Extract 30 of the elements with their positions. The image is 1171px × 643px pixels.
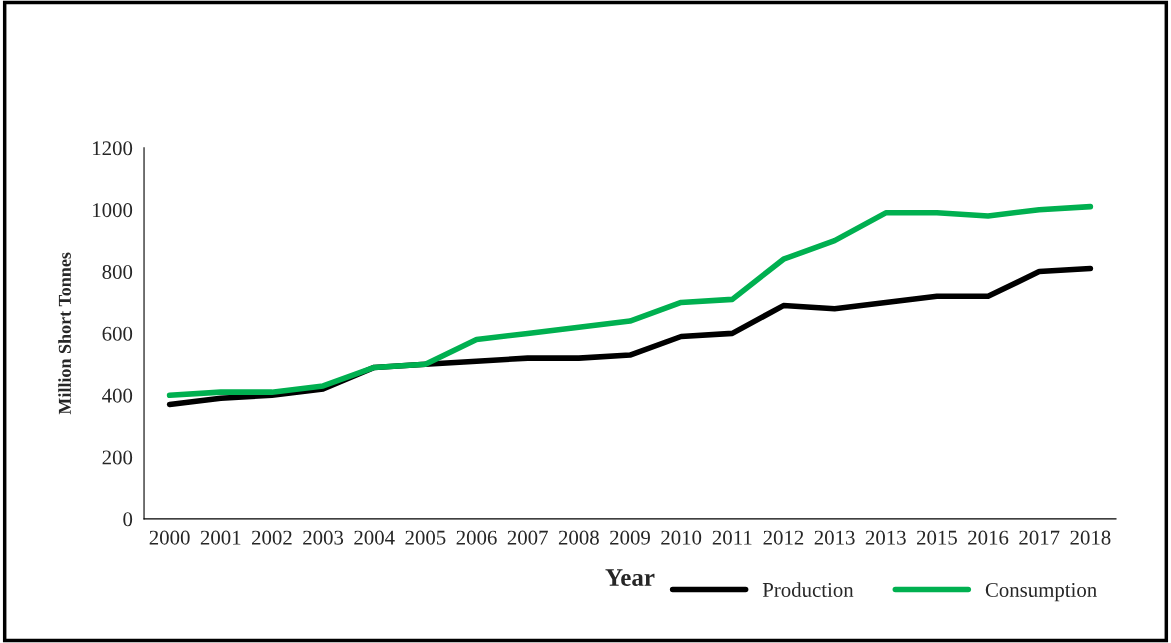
x-tick-label: 2017	[1019, 530, 1060, 545]
legend-label: Production	[762, 582, 854, 597]
y-tick-label: 400	[102, 388, 133, 403]
y-tick-label: 800	[102, 264, 133, 279]
x-tick-label: 2012	[763, 530, 804, 545]
x-tick-label: 2016	[968, 530, 1009, 545]
y-tick-label: 0	[123, 512, 133, 527]
x-tick-label: 2000	[149, 530, 190, 545]
x-tick-label: 2018	[1070, 530, 1111, 545]
x-tick-label: 2013	[865, 530, 906, 545]
x-axis-title: Year	[605, 569, 655, 586]
legend-label: Consumption	[985, 582, 1097, 602]
x-tick-label: 2009	[610, 530, 650, 545]
y-tick-label: 1200	[93, 141, 133, 156]
x-tick-label: 2015	[917, 530, 957, 545]
x-tick-label: 2002	[252, 530, 292, 545]
x-tick-label: 2007	[507, 530, 548, 545]
x-tick-label: 2010	[661, 530, 702, 545]
y-tick-label: 600	[102, 326, 133, 341]
x-tick-label: 2004	[354, 530, 395, 545]
y-tick-label: 1000	[93, 203, 133, 218]
x-tick-label: 2011	[712, 530, 752, 545]
x-tick-label: 2005	[405, 530, 446, 545]
x-tick-label: 2001	[200, 530, 241, 545]
y-tick-label: 200	[102, 450, 133, 465]
x-tick-label: 2013	[814, 530, 855, 545]
x-tick-label: 2003	[303, 530, 344, 545]
x-tick-label: 2006	[456, 530, 497, 545]
y-axis-title: Million Short Tonnes	[58, 252, 71, 415]
x-tick-label: 2008	[558, 530, 599, 545]
